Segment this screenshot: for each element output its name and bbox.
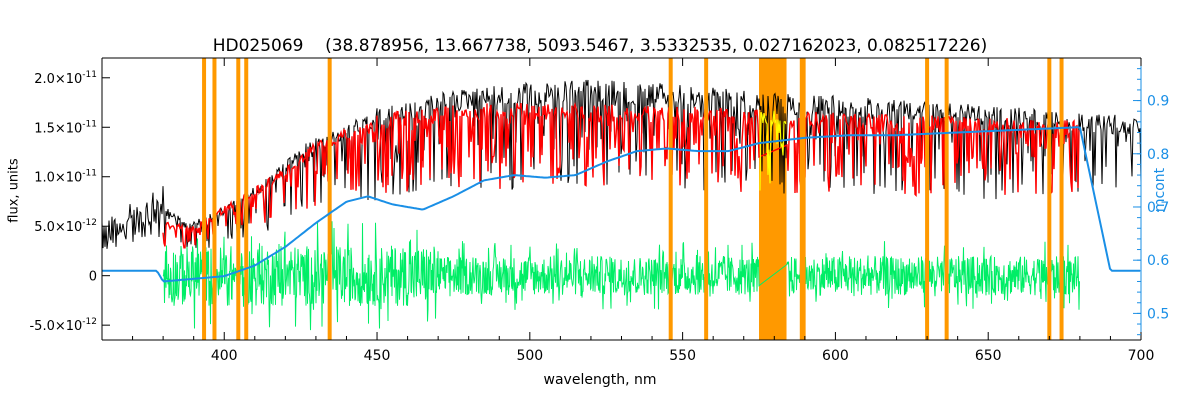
residual-line [162,221,1080,331]
y-tick-label-left: 2.0×10-11 [34,70,97,87]
y-tick-label-right-0.5: 0.5 [1147,306,1169,322]
model-masked-line [759,110,787,191]
model-spectrum-line [162,101,1080,249]
masked-line-404.6 [236,58,241,340]
x-axis-label: wavelength, nm [543,372,657,388]
y-tick-label-left: 0 [89,270,97,285]
y-axis-label-left: flux, units [6,158,22,223]
y-tick-label-left: -5.0×10-12 [29,317,97,334]
x-tick-label-450: 450 [364,348,391,364]
y-axis-label-right: mcont [1152,167,1168,213]
masked-line-670 [1047,58,1052,340]
observed-spectrum-line [101,79,1142,249]
masked-line-557.7 [704,58,709,340]
residual-series [162,221,1080,331]
y-tick-label-left: 1.0×10-11 [34,169,97,186]
masked-line-393.4 [202,58,207,340]
masked-line-407.2 [244,58,249,340]
y-tick-label-left: 1.5×10-11 [34,119,97,136]
x-tick-label-500: 500 [516,348,543,364]
model-series [162,101,1080,249]
y-tick-label-right-0.7: 0.7 [1147,200,1169,216]
x-tick-label-650: 650 [975,348,1002,364]
x-tick-label-600: 600 [822,348,849,364]
axes: 400 450 500 550 600 650 700 -5.0×10-12 0 5.0×10-1… [29,57,1169,364]
masked-line-396.8 [212,58,217,340]
x-tick-label-400: 400 [211,348,238,364]
observed-series [101,79,1142,249]
masked-line-674 [1059,58,1064,340]
y-tick-label-right-0.9: 0.9 [1147,94,1169,110]
continuum-line [102,126,1140,283]
continuum-series [102,126,1140,283]
x-tick-label-700: 700 [1128,348,1155,364]
masked-line-546.1 [668,58,673,340]
masked-line-434.5 [327,58,332,340]
x-tick-label-550: 550 [669,348,696,364]
y-tick-label-right-0.6: 0.6 [1147,253,1169,269]
masked-lines-layer [202,58,1064,340]
masked-line-589.6 [801,58,806,340]
chart-title: HD025069 (38.878956, 13.667738, 5093.546… [212,36,988,56]
masked-line-630 [925,58,930,340]
y-tick-label-right-0.8: 0.8 [1147,147,1169,163]
masked-line-636.4 [944,58,949,340]
y-tick-label-left: 5.0×10-12 [34,218,97,235]
